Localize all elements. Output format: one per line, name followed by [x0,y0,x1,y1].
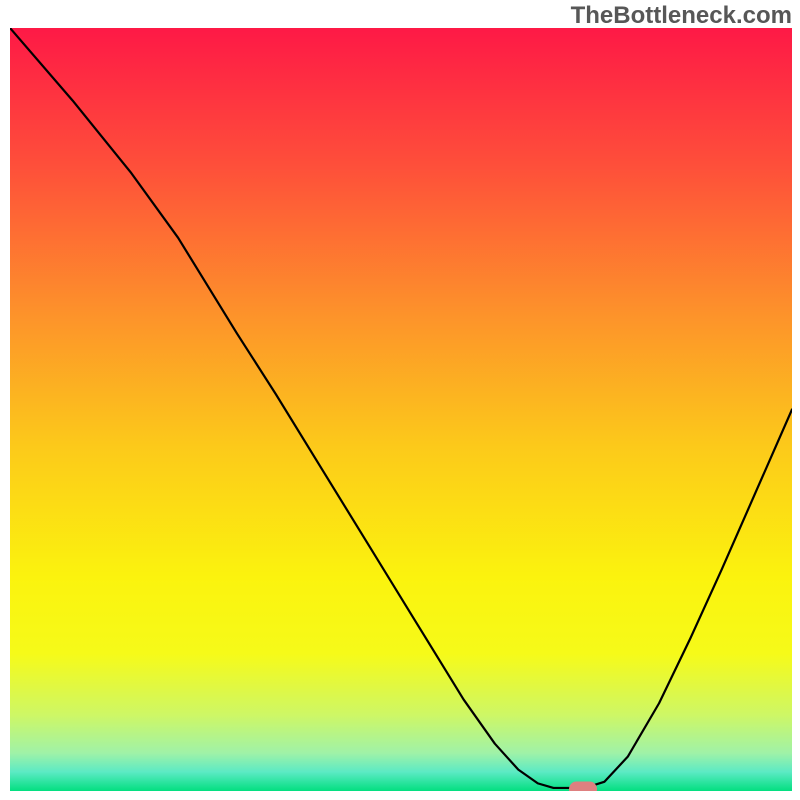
chart-container: TheBottleneck.com [0,0,800,800]
optimum-marker [569,781,597,791]
gradient-and-curve-svg [10,28,792,791]
plot-area [10,28,792,791]
watermark-text: TheBottleneck.com [571,2,792,30]
gradient-background [10,28,792,791]
